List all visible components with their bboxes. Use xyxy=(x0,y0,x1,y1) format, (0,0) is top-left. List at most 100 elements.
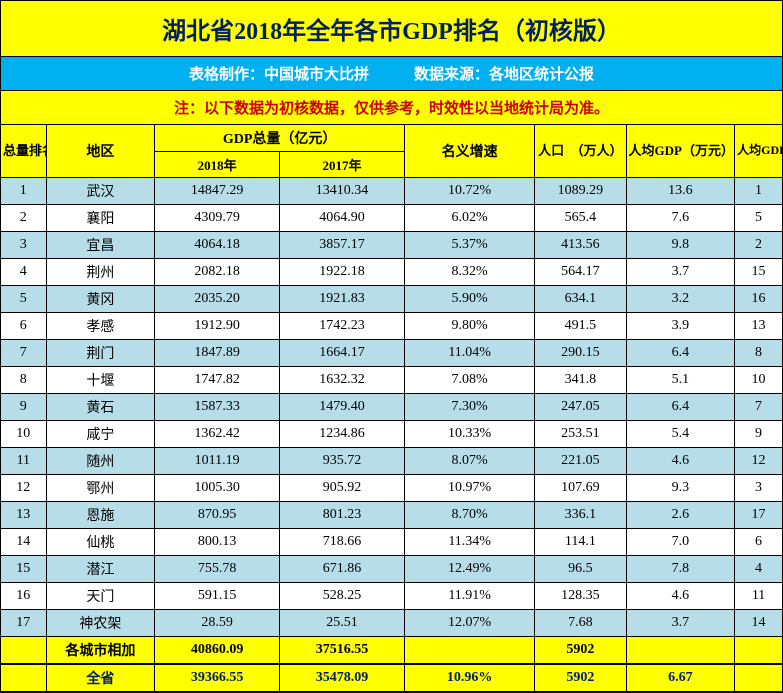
cell-pcr: 13 xyxy=(735,313,783,340)
cell-region: 宜昌 xyxy=(46,232,155,259)
cell-rank: 3 xyxy=(1,232,47,259)
cell-rank: 5 xyxy=(1,286,47,313)
cell-growth: 9.80% xyxy=(404,313,534,340)
cell-pop: 96.5 xyxy=(535,556,626,583)
table-row: 4荆州2082.181922.188.32%564.173.715 xyxy=(1,259,783,286)
cell-growth: 10.33% xyxy=(404,421,534,448)
cell-g17: 1664.17 xyxy=(280,340,405,367)
cell-region: 襄阳 xyxy=(46,205,155,232)
cell-pc: 3.7 xyxy=(626,610,735,637)
cell-pcr: 17 xyxy=(735,502,783,529)
cell-pop: 1089.29 xyxy=(535,178,626,205)
cell-growth: 8.70% xyxy=(404,502,534,529)
hdr-growth: 名义增速 xyxy=(404,125,534,178)
cell-region: 荆州 xyxy=(46,259,155,286)
cell-pop: 128.35 xyxy=(535,583,626,610)
total-g18: 39366.55 xyxy=(155,664,280,692)
table-row: 17神农架28.5925.5112.07%7.683.714 xyxy=(1,610,783,637)
cell-rank: 6 xyxy=(1,313,47,340)
total-pc: 6.67 xyxy=(626,664,735,692)
cell-pop: 336.1 xyxy=(535,502,626,529)
cell-pop: 634.1 xyxy=(535,286,626,313)
cell-region: 神农架 xyxy=(46,610,155,637)
cell-g18: 1912.90 xyxy=(155,313,280,340)
cell-g18: 2035.20 xyxy=(155,286,280,313)
cell-region: 恩施 xyxy=(46,502,155,529)
cell-growth: 12.49% xyxy=(404,556,534,583)
total-growth: 10.96% xyxy=(404,664,534,692)
cell-rank: 17 xyxy=(1,610,47,637)
cell-region: 鄂州 xyxy=(46,475,155,502)
cell-pop: 253.51 xyxy=(535,421,626,448)
table-row: 11随州1011.19935.728.07%221.054.612 xyxy=(1,448,783,475)
cell-g17: 1479.40 xyxy=(280,394,405,421)
subtitle: 表格制作：中国城市大比拼 数据来源：各地区统计公报 xyxy=(1,57,783,91)
cell-growth: 10.97% xyxy=(404,475,534,502)
cell-g17: 1632.32 xyxy=(280,367,405,394)
cell-pc: 13.6 xyxy=(626,178,735,205)
cell-pcr: 4 xyxy=(735,556,783,583)
hdr-pcrank: 人均GDP排名 xyxy=(735,125,783,178)
cell-growth: 11.34% xyxy=(404,529,534,556)
cell-pop: 114.1 xyxy=(535,529,626,556)
cell-g17: 528.25 xyxy=(280,583,405,610)
cell-rank: 16 xyxy=(1,583,47,610)
cell-rank: 9 xyxy=(1,394,47,421)
cell-g18: 28.59 xyxy=(155,610,280,637)
cell-rank: 2 xyxy=(1,205,47,232)
table-row: 2襄阳4309.794064.906.02%565.47.65 xyxy=(1,205,783,232)
cell-pcr: 12 xyxy=(735,448,783,475)
cell-pop: 341.8 xyxy=(535,367,626,394)
cell-pcr: 14 xyxy=(735,610,783,637)
cell-rank: 12 xyxy=(1,475,47,502)
table-row: 6孝感1912.901742.239.80%491.53.913 xyxy=(1,313,783,340)
total-pop: 5902 xyxy=(535,664,626,692)
cell-rank: 7 xyxy=(1,340,47,367)
cell-pc: 6.4 xyxy=(626,340,735,367)
hdr-percap: 人均GDP（万元） xyxy=(626,125,735,178)
cell-rank: 14 xyxy=(1,529,47,556)
cell-region: 随州 xyxy=(46,448,155,475)
table-row: 1武汉14847.2913410.3410.72%1089.2913.61 xyxy=(1,178,783,205)
sum-growth xyxy=(404,637,534,665)
cell-pc: 9.8 xyxy=(626,232,735,259)
cell-rank: 15 xyxy=(1,556,47,583)
cell-growth: 11.91% xyxy=(404,583,534,610)
cell-pcr: 2 xyxy=(735,232,783,259)
cell-pop: 247.05 xyxy=(535,394,626,421)
cell-pc: 5.4 xyxy=(626,421,735,448)
cell-g17: 3857.17 xyxy=(280,232,405,259)
cell-growth: 8.32% xyxy=(404,259,534,286)
cell-region: 仙桃 xyxy=(46,529,155,556)
table-row: 7荆门1847.891664.1711.04%290.156.48 xyxy=(1,340,783,367)
table-row: 12鄂州1005.30905.9210.97%107.699.33 xyxy=(1,475,783,502)
cell-pop: 7.68 xyxy=(535,610,626,637)
cell-g17: 1922.18 xyxy=(280,259,405,286)
cell-growth: 7.08% xyxy=(404,367,534,394)
cell-rank: 4 xyxy=(1,259,47,286)
cell-growth: 7.30% xyxy=(404,394,534,421)
cell-pop: 221.05 xyxy=(535,448,626,475)
cell-g17: 13410.34 xyxy=(280,178,405,205)
cell-pop: 564.17 xyxy=(535,259,626,286)
cell-region: 十堰 xyxy=(46,367,155,394)
cell-growth: 11.04% xyxy=(404,340,534,367)
cell-g17: 1234.86 xyxy=(280,421,405,448)
total-g17: 35478.09 xyxy=(280,664,405,692)
cell-g18: 1747.82 xyxy=(155,367,280,394)
sum-pop: 5902 xyxy=(535,637,626,665)
cell-rank: 10 xyxy=(1,421,47,448)
cell-g18: 591.15 xyxy=(155,583,280,610)
hdr-region: 地区 xyxy=(46,125,155,178)
table-row: 16天门591.15528.2511.91%128.354.611 xyxy=(1,583,783,610)
cell-growth: 12.07% xyxy=(404,610,534,637)
cell-pcr: 1 xyxy=(735,178,783,205)
sum-pcr xyxy=(735,637,783,665)
cell-g18: 755.78 xyxy=(155,556,280,583)
sum-blank xyxy=(1,637,47,665)
cell-region: 黄石 xyxy=(46,394,155,421)
cell-pcr: 3 xyxy=(735,475,783,502)
cell-g17: 801.23 xyxy=(280,502,405,529)
hdr-pop: 人口 （万人） xyxy=(535,125,626,178)
cell-region: 荆门 xyxy=(46,340,155,367)
